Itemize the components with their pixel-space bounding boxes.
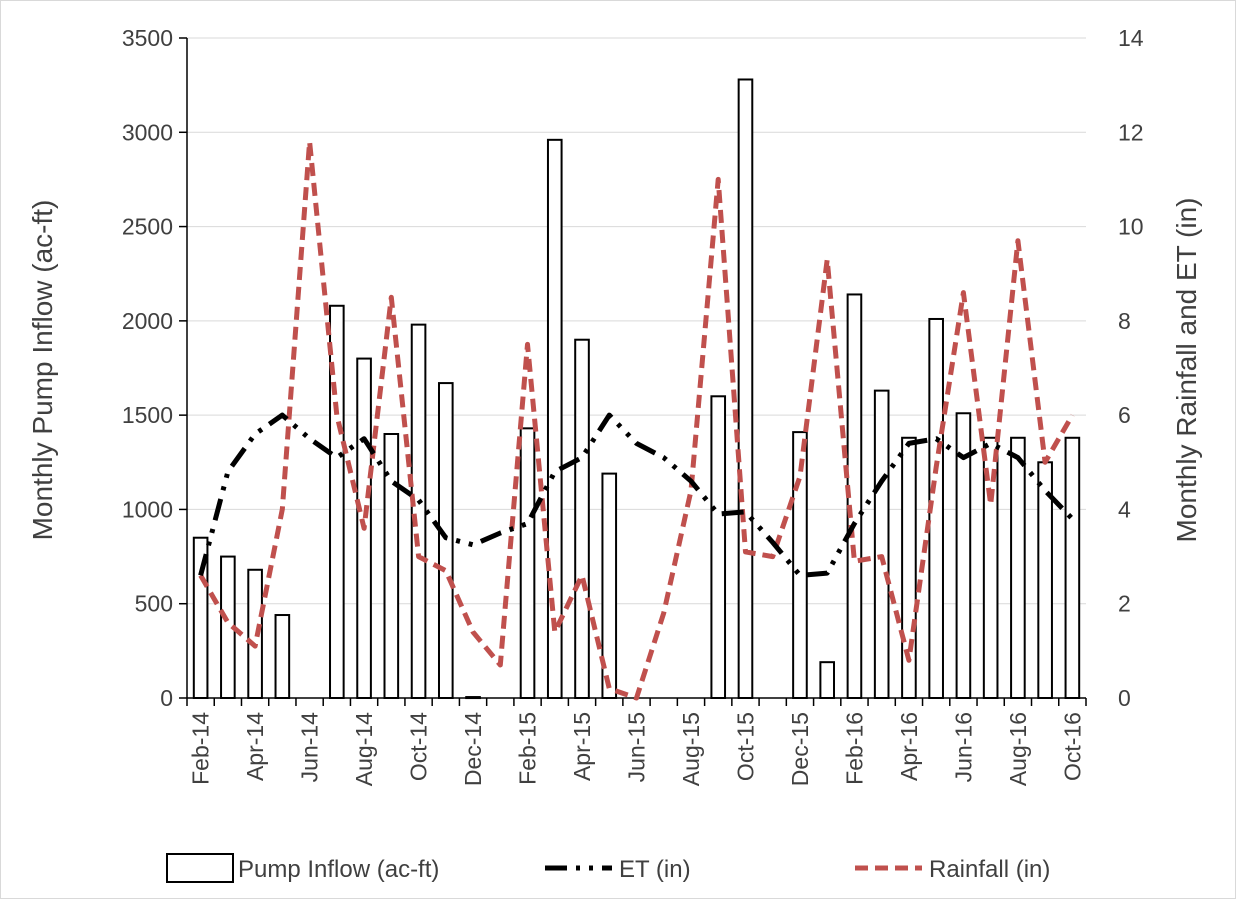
x-tick-label: Aug-15: [678, 712, 704, 786]
x-tick-label: Aug-16: [1005, 712, 1031, 786]
y-tick-label-right: 8: [1118, 308, 1131, 334]
x-tick-label: Jun-15: [624, 712, 650, 782]
y-axis-left-ticks: 0 500 1000 1500 2000 2500 3000 3500: [122, 25, 173, 711]
x-tick-label: Oct-14: [406, 712, 432, 781]
x-tick-label: Aug-14: [351, 712, 377, 786]
x-tick-label: Dec-15: [787, 712, 813, 786]
bar-pump-inflow: [546, 138, 563, 700]
x-tick-label: Oct-15: [733, 712, 759, 781]
x-tick-label: Apr-14: [242, 712, 268, 781]
legend: Pump Inflow (ac-ft) ET (in) Rainfall (in…: [166, 853, 1050, 883]
bar-pump-inflow: [873, 389, 890, 699]
y-axis-right-ticks: 0 2 4 6 8 10 12 14: [1118, 25, 1144, 711]
y-tick-label-right: 6: [1118, 402, 1131, 428]
bar-pump-inflow: [437, 382, 454, 699]
line-et: [198, 412, 1075, 578]
x-tick-label: Oct-16: [1059, 712, 1085, 781]
x-tick-label: Dec-14: [460, 712, 486, 786]
bar-pump-inflow: [1010, 436, 1026, 699]
y-tick-label-left: 3500: [122, 25, 173, 51]
bar-pump-inflow: [410, 323, 427, 699]
y-tick-label-left: 2500: [122, 214, 173, 240]
y-tick-label-left: 2000: [122, 308, 173, 334]
legend-label-rainfall: Rainfall (in): [929, 856, 1050, 883]
x-tick-label: Apr-16: [896, 712, 922, 781]
x-tick-label: Feb-16: [841, 712, 867, 785]
y-tick-label-left: 1500: [122, 402, 173, 428]
y-tick-label-left: 500: [135, 591, 173, 617]
y-tick-label-right: 4: [1118, 496, 1131, 522]
bar-pump-inflow: [792, 431, 808, 699]
legend-swatch-pump-inflow: [166, 853, 234, 883]
line-rainfall: [198, 139, 1075, 701]
y-tick-label-left: 0: [160, 685, 173, 711]
x-tick-label: Apr-15: [569, 712, 595, 781]
y-axis-left-title: Monthly Pump Inflow (ac-ft): [27, 200, 58, 541]
y-tick-label-right: 10: [1118, 214, 1144, 240]
y-tick-label-right: 14: [1118, 25, 1144, 51]
y-tick-label-right: 2: [1118, 591, 1131, 617]
bar-pump-inflow: [574, 338, 590, 699]
x-tick-label: Jun-14: [297, 712, 323, 783]
bar-pump-inflow: [737, 78, 754, 699]
x-tick-label: Feb-14: [188, 712, 214, 785]
x-tick-label: Jun-16: [950, 712, 976, 782]
bar-pump-inflow: [274, 614, 291, 699]
x-axis-ticks: Feb-14 Apr-14 Jun-14 Aug-14 Oct-14 Dec-14 Feb-…: [188, 712, 1086, 786]
x-tick-label: Feb-15: [515, 712, 541, 785]
y-axis-right-title: Monthly Rainfall and ET (in): [1171, 198, 1202, 543]
bar-pump-inflow: [710, 395, 727, 699]
bar-pump-inflow: [519, 427, 536, 699]
legend-label-et: ET (in): [619, 856, 691, 883]
y-tick-label-right: 12: [1118, 119, 1144, 145]
y-tick-label-right: 0: [1118, 685, 1131, 711]
bar-pump-inflow: [819, 661, 836, 700]
y-tick-label-left: 1000: [122, 496, 173, 522]
bar-pump-inflow: [1064, 436, 1081, 699]
legend-label-pump-inflow: Pump Inflow (ac-ft): [238, 856, 439, 883]
y-tick-label-left: 3000: [122, 119, 173, 145]
line-series: [198, 139, 1075, 701]
